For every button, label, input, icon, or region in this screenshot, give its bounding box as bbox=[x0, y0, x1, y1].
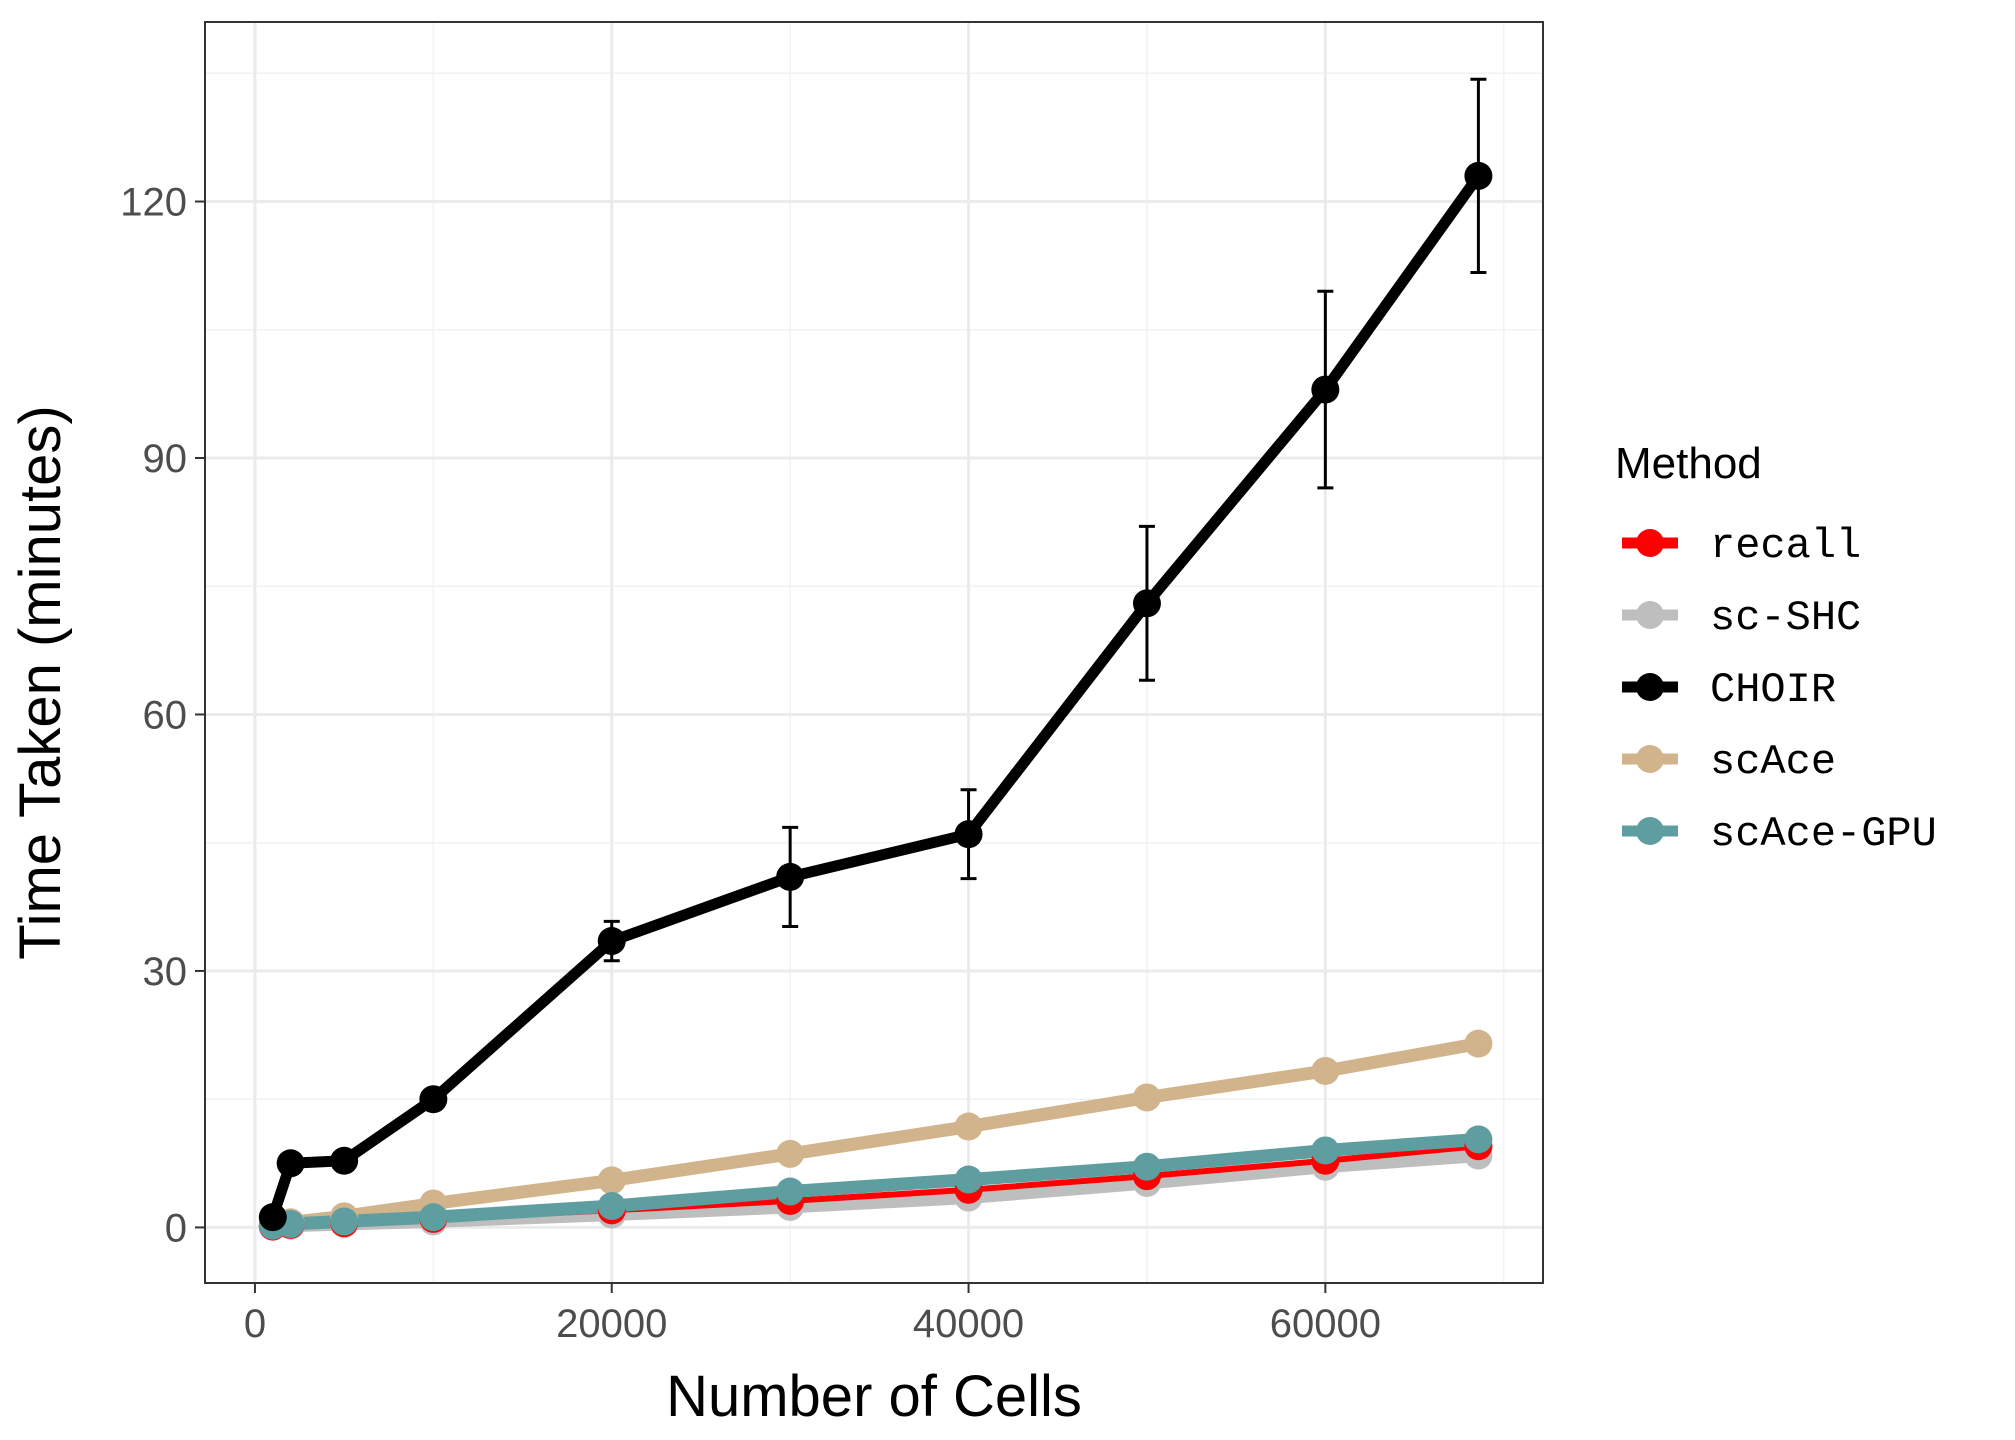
x-tick-label: 40000 bbox=[913, 1302, 1024, 1346]
point-scace-gpu bbox=[597, 1192, 626, 1221]
point-choir bbox=[276, 1149, 305, 1178]
legend-key-point bbox=[1636, 745, 1664, 773]
x-tick-label: 20000 bbox=[556, 1302, 667, 1346]
legend-item-choir: CHOIR bbox=[1622, 666, 1836, 714]
legend-label: scAce-GPU bbox=[1710, 810, 1937, 858]
point-choir bbox=[419, 1085, 448, 1114]
point-scace bbox=[597, 1166, 626, 1195]
y-tick-label: 90 bbox=[143, 437, 188, 481]
x-axis-title: Number of Cells bbox=[666, 1364, 1082, 1429]
grid bbox=[205, 22, 1543, 1283]
legend-item-recall: recall bbox=[1622, 522, 1861, 570]
point-scace bbox=[1464, 1029, 1493, 1058]
legend-label: recall bbox=[1710, 522, 1861, 570]
error-bars bbox=[264, 77, 1487, 1229]
y-axis-title: Time Taken (minutes) bbox=[8, 405, 73, 959]
x-tick-label: 60000 bbox=[1270, 1302, 1381, 1346]
point-choir bbox=[1132, 589, 1161, 618]
legend-title: Method bbox=[1615, 439, 1762, 488]
legend-item-scace-gpu: scAce-GPU bbox=[1622, 810, 1937, 858]
y-tick-label: 0 bbox=[165, 1206, 187, 1250]
legend-item-scace: scAce bbox=[1622, 738, 1836, 786]
point-scace bbox=[776, 1139, 805, 1168]
y-tick-label: 30 bbox=[143, 950, 188, 994]
legend: Method recall sc-SHC CHOIR scAce scAce-GPU bbox=[1615, 439, 1937, 858]
point-scace-gpu bbox=[1464, 1125, 1493, 1154]
point-scace bbox=[1132, 1083, 1161, 1112]
point-scace-gpu bbox=[330, 1207, 359, 1236]
point-scace-gpu bbox=[1132, 1152, 1161, 1181]
legend-label: sc-SHC bbox=[1710, 594, 1861, 642]
y-tick-label: 120 bbox=[120, 181, 187, 225]
legend-key-point bbox=[1636, 601, 1664, 629]
point-choir bbox=[1464, 161, 1493, 190]
plot-panel-border bbox=[204, 21, 1544, 1284]
point-choir bbox=[776, 862, 805, 891]
legend-key-point bbox=[1636, 673, 1664, 701]
point-scace bbox=[954, 1112, 983, 1141]
point-choir bbox=[330, 1146, 359, 1175]
point-choir bbox=[954, 820, 983, 849]
y-tick-label: 60 bbox=[143, 693, 188, 737]
point-choir bbox=[597, 927, 626, 956]
point-scace-gpu bbox=[419, 1203, 448, 1232]
point-choir bbox=[1311, 375, 1340, 404]
point-choir bbox=[258, 1203, 287, 1232]
series-lines bbox=[267, 172, 1483, 1234]
x-tick-label: 0 bbox=[244, 1302, 266, 1346]
series-line-scace-gpu bbox=[272, 1132, 1479, 1233]
legend-label: scAce bbox=[1710, 738, 1836, 786]
legend-label: CHOIR bbox=[1710, 666, 1836, 714]
point-scace-gpu bbox=[1311, 1136, 1340, 1165]
series-line-choir bbox=[267, 172, 1483, 1219]
legend-key-point bbox=[1636, 529, 1664, 557]
point-scace-gpu bbox=[776, 1177, 805, 1206]
point-scace bbox=[1311, 1056, 1340, 1085]
legend-key-point bbox=[1636, 817, 1664, 845]
point-scace-gpu bbox=[954, 1165, 983, 1194]
axis-ticks: 0 20000 40000 60000 0 30 60 90 120 bbox=[120, 181, 1381, 1346]
series-points bbox=[258, 161, 1493, 1241]
legend-item-sc-shc: sc-SHC bbox=[1622, 594, 1861, 642]
